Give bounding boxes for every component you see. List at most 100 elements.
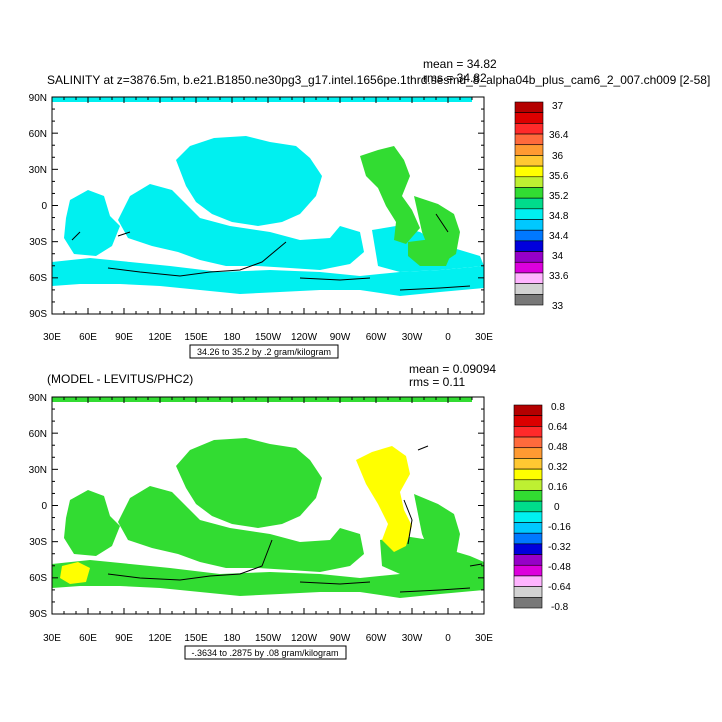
panel1-x-tick-labels: 30E 60E 90E 120E 150E 180 150W 120W 90W … <box>43 332 493 343</box>
panel2-colorbar-label: 0.8 <box>551 402 565 413</box>
panel2-colorbar-swatch <box>513 436 543 449</box>
panel2-x-tick: 120W <box>291 633 318 644</box>
panel2-x-tick: 0 <box>445 633 451 644</box>
panel2-x-tick: 90W <box>330 633 351 644</box>
panel2-region-indian <box>64 490 120 556</box>
panel2-y-tick: 60S <box>29 573 47 584</box>
panel1-x-tick: 150E <box>184 332 208 343</box>
panel2-x-tick: 90E <box>115 633 133 644</box>
panel1-x-tick: 180 <box>224 332 241 343</box>
panel2-colorbar-swatch <box>513 426 543 438</box>
panel2-field <box>52 397 484 598</box>
panel2-x-tick: 30E <box>43 633 61 644</box>
panel1-y-tick: 30N <box>29 165 47 176</box>
panel1-colorbar-swatch <box>514 251 544 263</box>
panel2-y-tick-labels: 90N 60N 30N 0 30S 60S 90S <box>29 393 48 620</box>
panel2-colorbar-label: -0.32 <box>548 542 571 553</box>
panel2-y-tick: 0 <box>41 501 47 512</box>
panel1-region-indian <box>64 190 120 256</box>
panel2-title: (MODEL - LEVITUS/PHC2) <box>47 372 193 386</box>
panel1-colorbar-swatch <box>514 294 544 306</box>
panel1-y-tick: 60S <box>29 273 47 284</box>
panel1-x-tick: 60W <box>366 332 387 343</box>
panel1-colorbar-swatch <box>514 112 544 124</box>
panel1-x-tick: 90W <box>330 332 351 343</box>
panel1-x-tick: 30E <box>475 332 493 343</box>
panel1-colorbar-swatch <box>514 240 544 252</box>
panel1-y-tick: 30S <box>29 237 47 248</box>
panel1-colorbar-swatch <box>514 144 544 156</box>
panel1-colorbar <box>514 101 544 306</box>
panel1-colorbar-label: 33 <box>552 301 564 312</box>
panel1-x-tick: 30W <box>402 332 423 343</box>
panel2-y-tick: 60N <box>29 429 47 440</box>
panel1-colorbar-swatch <box>514 133 544 146</box>
panel2-x-tick: 150E <box>184 633 208 644</box>
panel1-colorbar-swatch <box>514 176 544 188</box>
panel2-colorbar-labels: 0.8 0.64 0.48 0.32 0.16 0 -0.16 -0.32 -0… <box>548 402 571 613</box>
panel1-colorbar-swatch <box>514 165 544 178</box>
panel2-colorbar-label: 0.32 <box>548 462 568 473</box>
panel2-x-tick: 150W <box>255 633 282 644</box>
panel2-colorbar-swatch <box>513 458 543 470</box>
panel2-x-tick: 30E <box>475 633 493 644</box>
panel1-contour-info: 34.26 to 35.2 by .2 gram/kilogram <box>197 347 331 357</box>
panel1-x-tick: 30E <box>43 332 61 343</box>
panel2-x-tick-labels: 30E 60E 90E 120E 150E 180 150W 120W 90W … <box>43 633 493 644</box>
panel2-y-tick: 90N <box>29 393 47 404</box>
panel2-colorbar-swatch <box>513 447 543 459</box>
panel2-y-tick: 30N <box>29 465 47 476</box>
panel2-axis-ticks <box>51 396 485 615</box>
panel2-colorbar-label: -0.48 <box>548 562 571 573</box>
panel2-x-tick: 60W <box>366 633 387 644</box>
panel1-x-tick: 0 <box>445 332 451 343</box>
panel2-colorbar-swatch <box>513 511 543 523</box>
panel2-region-yellow-sw <box>60 562 90 584</box>
panel2-x-tick: 60E <box>79 633 97 644</box>
panel2-colorbar-swatch <box>513 586 543 598</box>
panel1-colorbar-label: 34.8 <box>549 211 569 222</box>
panel2-x-tick: 120E <box>148 633 172 644</box>
panel2-colorbar-swatch <box>513 404 543 416</box>
panel1-colorbar-swatch <box>514 208 544 220</box>
panel2-colorbar-label: 0.48 <box>548 442 568 453</box>
panel1-colorbar-label: 33.6 <box>549 271 569 282</box>
panel2-colorbar-label: 0.16 <box>548 482 568 493</box>
panel1-x-tick: 60E <box>79 332 97 343</box>
panel2-region-west-pacific <box>118 486 364 572</box>
panel1-contour-info-box <box>189 344 339 359</box>
panel1-axis-ticks <box>51 96 485 315</box>
panel1-colorbar-label: 34 <box>552 251 564 262</box>
panel1-colorbar-swatch <box>514 229 544 242</box>
panel2-colorbar-swatch <box>513 415 543 427</box>
panel2-colorbar-label: -0.16 <box>548 522 571 533</box>
panel2-colorbar-swatch <box>513 532 543 545</box>
panel1-contour <box>71 213 471 291</box>
panel1-colorbar-swatch <box>514 123 544 135</box>
panel1-rms: rms = 34.82 <box>423 71 487 85</box>
panel2-colorbar-label: 0.64 <box>548 422 568 433</box>
panel2-x-tick: 180 <box>224 633 241 644</box>
panel2-contour-info: -.3634 to .2875 by .08 gram/kilogram <box>191 648 338 658</box>
panel1-region-west-pacific <box>118 184 364 270</box>
panel1-region-atlantic-east <box>414 196 460 262</box>
panel1-colorbar-swatch <box>514 219 544 231</box>
panel2-colorbar-swatch <box>513 543 543 555</box>
panel1-y-tick: 90S <box>29 309 47 320</box>
panel1-y-tick: 0 <box>41 201 47 212</box>
panel2-colorbar-swatch <box>513 564 543 577</box>
panel2-region-north-atlantic <box>356 446 412 552</box>
panel2-region-southern <box>52 560 484 598</box>
panel1-colorbar-label: 37 <box>552 101 564 112</box>
panel1-region-north-pacific <box>176 136 322 226</box>
panel2-colorbar-swatch <box>513 500 543 513</box>
panel2-colorbar-swatch <box>513 468 543 481</box>
panel2-colorbar-swatch <box>513 554 543 566</box>
panel2-colorbar-swatch <box>513 575 543 587</box>
panel1-x-tick: 120W <box>291 332 318 343</box>
panel2-colorbar-swatch <box>513 597 543 609</box>
panel-difference: (MODEL - LEVITUS/PHC2) mean = 0.09094 rm… <box>29 362 571 660</box>
panel1-colorbar-swatch <box>514 261 544 274</box>
panel2-region-arctic <box>52 397 472 402</box>
